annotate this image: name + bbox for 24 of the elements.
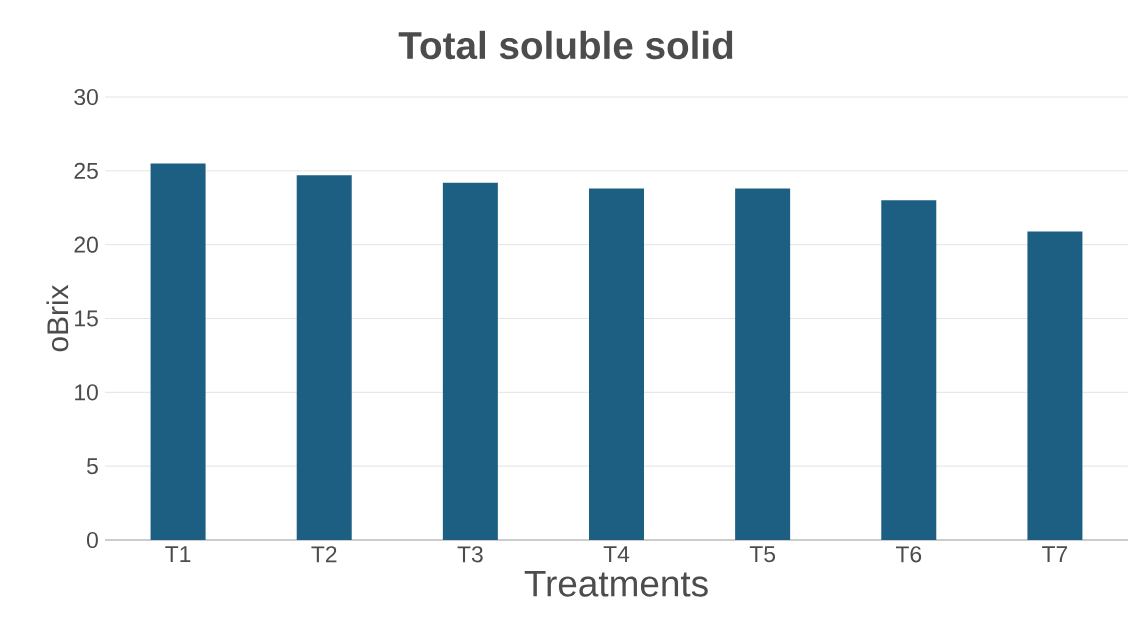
y-tick-label: 25 xyxy=(74,162,98,179)
y-tick-label: 15 xyxy=(75,310,98,327)
y-tick-label: 30 xyxy=(74,88,98,106)
y-tick-label: 10 xyxy=(75,384,98,401)
x-tick-label: T4 xyxy=(603,546,630,562)
x-tick-label: T6 xyxy=(895,546,922,563)
bar xyxy=(735,188,791,540)
y-tick-label: 0 xyxy=(86,531,98,549)
y-tick-label: 20 xyxy=(74,236,98,253)
y-tick-label: 5 xyxy=(87,458,98,475)
bar xyxy=(150,163,206,540)
bar xyxy=(296,175,352,540)
x-tick-label: T2 xyxy=(311,546,337,563)
y-axis-title: oBrix xyxy=(46,284,69,352)
x-tick-label: T5 xyxy=(749,546,776,563)
x-tick-label: T1 xyxy=(165,546,191,562)
chart-title: Total soluble solid xyxy=(398,30,733,60)
x-tick-label: T7 xyxy=(1042,546,1068,562)
bar xyxy=(881,200,937,540)
bar xyxy=(589,188,644,540)
x-tick-label: T3 xyxy=(457,546,483,563)
bar xyxy=(442,182,498,540)
bar xyxy=(1027,231,1083,540)
x-axis-title: Treatments xyxy=(524,570,708,597)
